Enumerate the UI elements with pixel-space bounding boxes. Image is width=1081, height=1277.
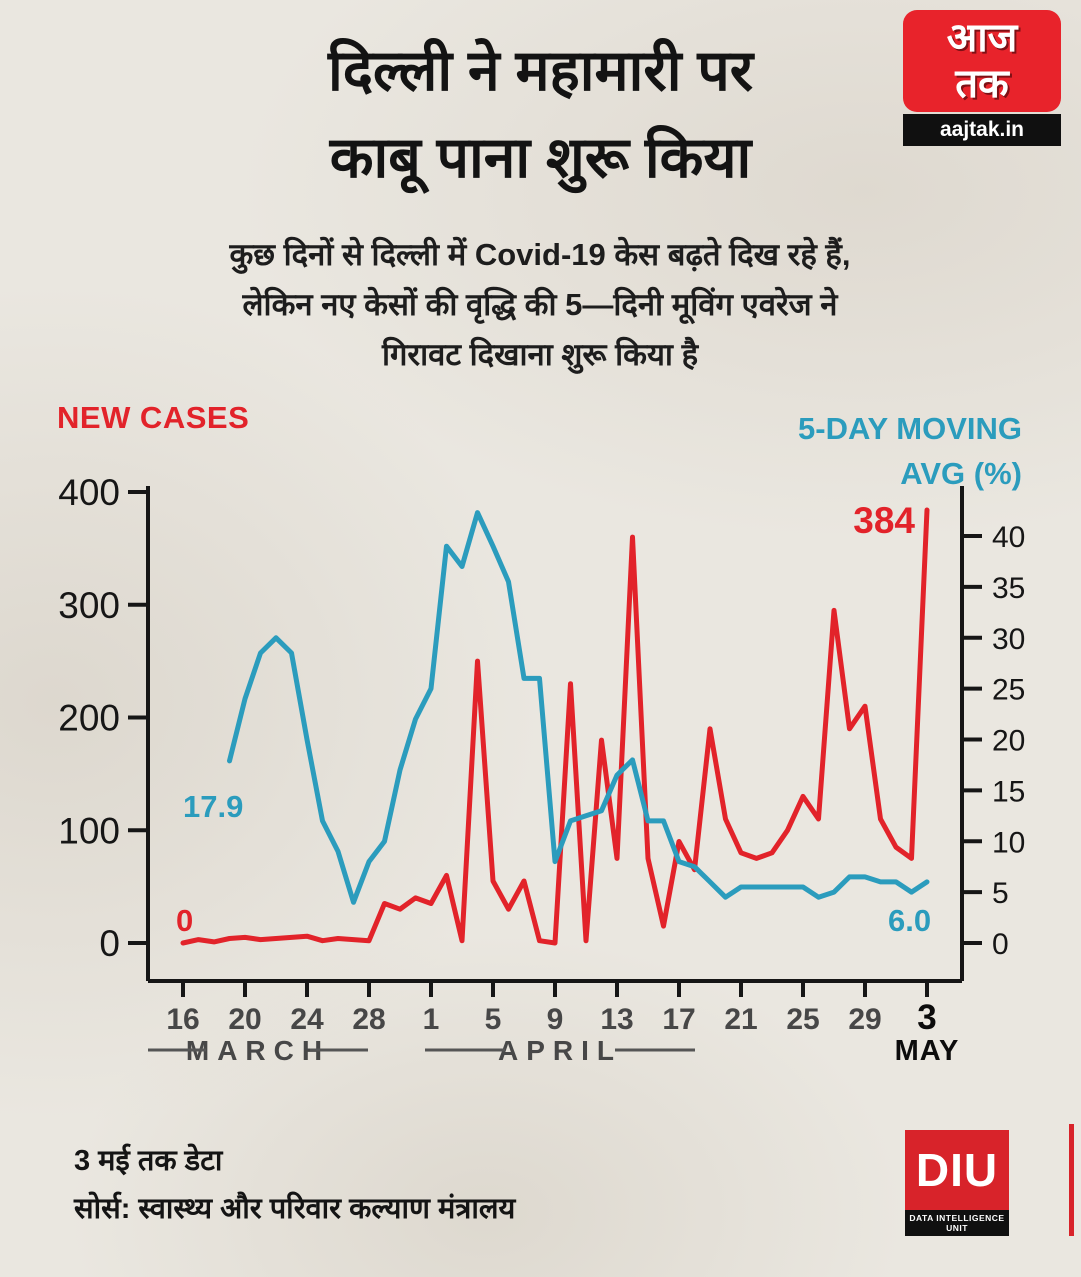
x-tick-label: 1 — [423, 1003, 440, 1036]
subtitle-line3: गिरावट दिखाना शुरू किया है — [381, 337, 699, 373]
aajtak-logo-mark: आज तक — [903, 10, 1061, 112]
page-title-line1: दिल्ली ने महामारी पर — [327, 39, 754, 103]
right-tick-label: 20 — [992, 725, 1025, 758]
subtitle-line1: कुछ दिनों से दिल्ली में Covid-19 केस बढ़… — [229, 237, 851, 272]
x-tick-label: 5 — [485, 1003, 502, 1036]
aajtak-site-url: aajtak.in — [903, 114, 1061, 146]
x-tick-label: 9 — [547, 1003, 564, 1036]
right-tick-label: 10 — [992, 826, 1025, 859]
diu-logo-mark: DIU — [905, 1130, 1009, 1210]
aajtak-logo-line2: तक — [955, 62, 1009, 106]
annotation-first-cases: 0 — [176, 903, 194, 938]
x-tick-label: 21 — [724, 1003, 757, 1036]
month-label-may: MAY — [895, 1035, 960, 1067]
data-source: सोर्स: स्वास्थ्य और परिवार कल्याण मंत्रा… — [74, 1193, 516, 1225]
x-tick-label: 16 — [166, 1003, 199, 1036]
left-tick-label: 100 — [58, 810, 120, 851]
x-tick-label: 29 — [848, 1003, 881, 1036]
x-tick-label: 28 — [352, 1003, 385, 1036]
right-tick-label: 0 — [992, 928, 1009, 961]
left-tick-label: 300 — [58, 585, 120, 626]
x-tick-label: 24 — [290, 1003, 324, 1036]
annotation-last-cases: 384 — [853, 500, 915, 541]
aajtak-logo-line1: आज — [946, 16, 1018, 60]
diu-logo: DIU DATA INTELLIGENCE UNIT — [905, 1130, 1009, 1236]
x-tick-label: 3 — [917, 998, 936, 1037]
left-axis-title: NEW CASES — [57, 400, 250, 435]
page-subtitle: कुछ दिनों से दिल्ली में Covid-19 केस बढ़… — [90, 230, 990, 381]
right-tick-label: 30 — [992, 623, 1025, 656]
new-cases-line — [180, 507, 930, 946]
month-label-march: MARCH — [186, 1035, 330, 1066]
x-tick-label: 13 — [600, 1003, 633, 1036]
diu-logo-caption: DATA INTELLIGENCE UNIT — [905, 1210, 1009, 1236]
moving-avg-line — [227, 510, 930, 905]
left-tick-label: 200 — [58, 698, 120, 739]
right-tick-label: 35 — [992, 572, 1025, 605]
month-label-april: APRIL — [498, 1035, 622, 1066]
right-tick-label: 5 — [992, 877, 1009, 910]
x-tick-label: 17 — [662, 1003, 695, 1036]
right-tick-label: 40 — [992, 521, 1025, 554]
data-note: 3 मई तक डेटा — [74, 1145, 223, 1177]
right-tick-label: 25 — [992, 674, 1025, 707]
page-title-line2: काबू पाना शुरू किया — [329, 125, 752, 190]
decorative-red-rule — [1069, 1124, 1074, 1236]
left-tick-label: 0 — [99, 923, 120, 964]
left-tick-label: 400 — [58, 472, 120, 513]
right-tick-label: 15 — [992, 775, 1025, 808]
page-title: दिल्ली ने महामारी पर काबू पाना शुरू किया — [0, 28, 1081, 201]
subtitle-line2: लेकिन नए केसों की वृद्धि की 5—दिनी मूविं… — [242, 287, 838, 323]
aajtak-logo: आज तक aajtak.in — [903, 10, 1061, 146]
right-axis-title: 5-DAY MOVING AVG (%) — [660, 407, 1022, 497]
x-tick-label: 20 — [228, 1003, 261, 1036]
annotation-last-avg: 6.0 — [888, 903, 932, 938]
right-axis-title-line1: 5-DAY MOVING — [798, 411, 1022, 446]
x-tick-label: 25 — [786, 1003, 819, 1036]
annotation-first-avg: 17.9 — [183, 789, 244, 824]
right-axis-title-line2: AVG (%) — [900, 455, 1022, 491]
